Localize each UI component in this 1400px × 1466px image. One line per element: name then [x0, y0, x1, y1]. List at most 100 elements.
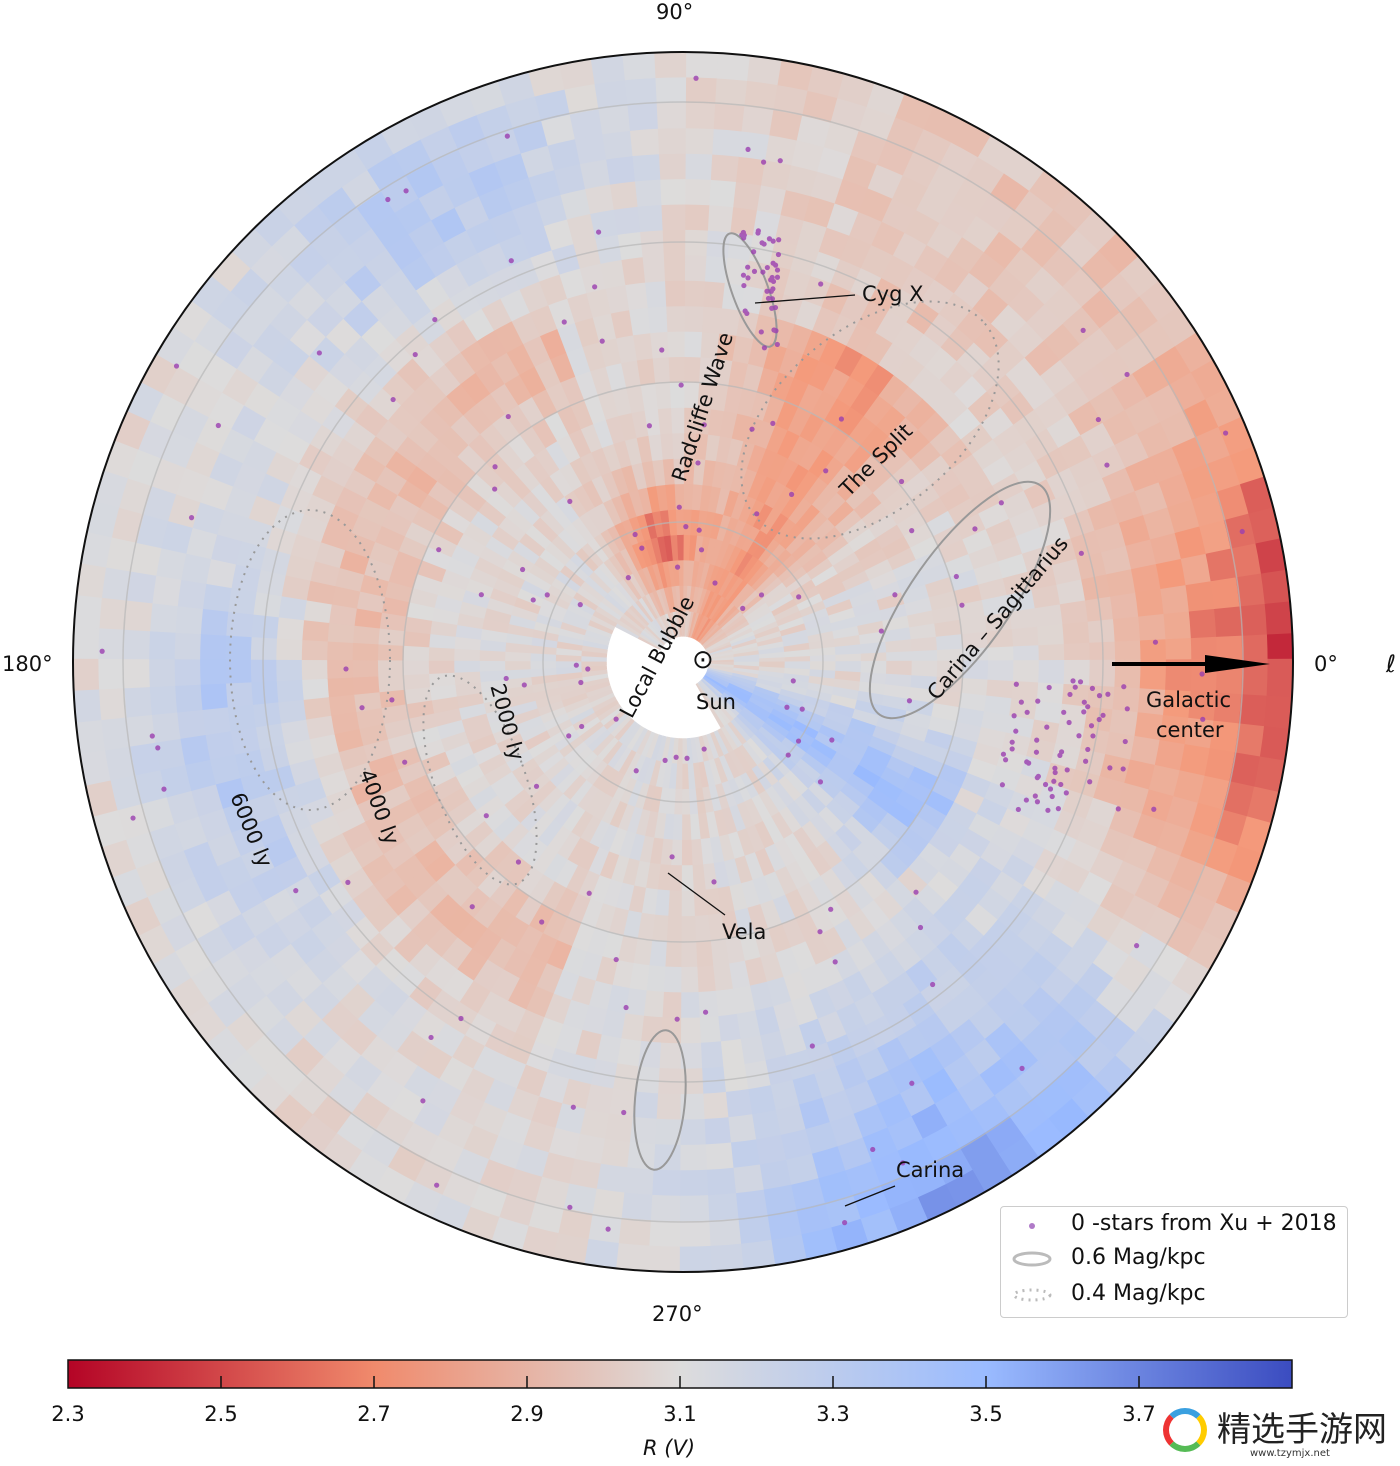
map-cell [670, 712, 678, 739]
map-cell [733, 747, 754, 774]
map-cell [583, 629, 611, 643]
map-cell [718, 281, 745, 311]
map-cell [635, 568, 653, 595]
map-cell [646, 679, 667, 701]
map-cell [919, 840, 953, 872]
o-star-point [1078, 550, 1084, 556]
map-cell [1034, 697, 1064, 724]
map-cell [721, 488, 740, 518]
map-cell [710, 566, 726, 593]
o-star-point [751, 249, 757, 255]
map-cell [626, 572, 646, 599]
map-cell [683, 662, 706, 678]
map-cell [724, 575, 744, 601]
map-cell [859, 959, 893, 994]
map-cell [567, 837, 592, 868]
map-cell [915, 881, 950, 916]
map-cell [681, 381, 700, 409]
map-cell [703, 591, 719, 617]
map-border [72, 51, 1294, 1273]
map-cell [693, 614, 707, 640]
o-star-point [533, 783, 540, 789]
map-cell [620, 613, 644, 633]
map-cell [657, 864, 674, 892]
map-cell [404, 868, 439, 903]
map-cell [517, 765, 546, 792]
map-cell [665, 355, 685, 383]
map-cell [301, 678, 330, 704]
map-cell [100, 717, 132, 757]
o-star-point [744, 310, 750, 317]
map-cell [655, 535, 668, 563]
o-star-point [712, 580, 718, 586]
map-cell [640, 704, 658, 730]
map-cell [356, 794, 390, 826]
map-cell [681, 941, 701, 969]
map-cell [515, 588, 544, 609]
map-cell [515, 365, 546, 399]
o-star-point [1064, 767, 1070, 773]
map-cell [651, 589, 665, 616]
o-star-point [1018, 699, 1024, 705]
map-cell [579, 1109, 614, 1141]
map-cell [725, 1088, 758, 1119]
map-cell [661, 685, 674, 711]
o-star-point [741, 232, 747, 238]
map-cell [642, 677, 665, 697]
map-cell [670, 637, 683, 662]
map-cell [378, 612, 408, 635]
map-cell [791, 113, 831, 148]
map-cell [225, 682, 254, 713]
watermark-url: www.tzymjx.net [1250, 1448, 1330, 1459]
map-cell [728, 464, 748, 494]
map-cell [834, 916, 865, 950]
map-cell [610, 439, 632, 469]
map-cell [682, 584, 688, 612]
map-cell [738, 79, 778, 111]
map-cell [695, 683, 712, 707]
map-cell [705, 408, 725, 437]
map-cell [427, 647, 455, 664]
map-cell [831, 858, 861, 890]
o-star-point [1057, 752, 1063, 758]
o-star-point [390, 396, 396, 403]
o-star-point [1081, 709, 1087, 715]
map-cell [629, 178, 662, 208]
map-cell [705, 1142, 739, 1171]
map-cell [442, 906, 477, 941]
map-cell [699, 1015, 725, 1044]
colorbar-label: R (V) [643, 1436, 696, 1460]
map-cell [583, 725, 608, 749]
map-cell [475, 500, 506, 529]
map-cell [714, 601, 735, 625]
map-cell [584, 506, 608, 535]
map-cell [792, 468, 819, 499]
o-star-point [577, 602, 583, 608]
map-cell [148, 603, 178, 639]
map-cell [710, 703, 729, 727]
map-cell [928, 826, 962, 859]
map-cell [501, 822, 531, 853]
o-star-point [817, 779, 824, 785]
map-cell [702, 734, 716, 762]
map-cell [639, 675, 663, 693]
map-cell [606, 589, 630, 612]
map-cell [601, 740, 624, 766]
map-cell [736, 589, 760, 612]
map-cell [565, 702, 593, 721]
map-cell [511, 462, 540, 493]
map-cell [835, 822, 865, 853]
map-cell [708, 594, 726, 620]
map-cell [666, 585, 676, 613]
o-star-point [432, 316, 438, 323]
map-cell [201, 707, 232, 741]
map-cell [302, 600, 332, 627]
o-star-point [1222, 430, 1229, 436]
map-cell [548, 1127, 586, 1161]
map-cell [756, 677, 784, 690]
map-cell [473, 462, 505, 493]
o-star-point [1133, 943, 1140, 949]
o-star-point [1013, 681, 1019, 687]
map-cell [1204, 742, 1237, 782]
map-cell [695, 587, 708, 614]
